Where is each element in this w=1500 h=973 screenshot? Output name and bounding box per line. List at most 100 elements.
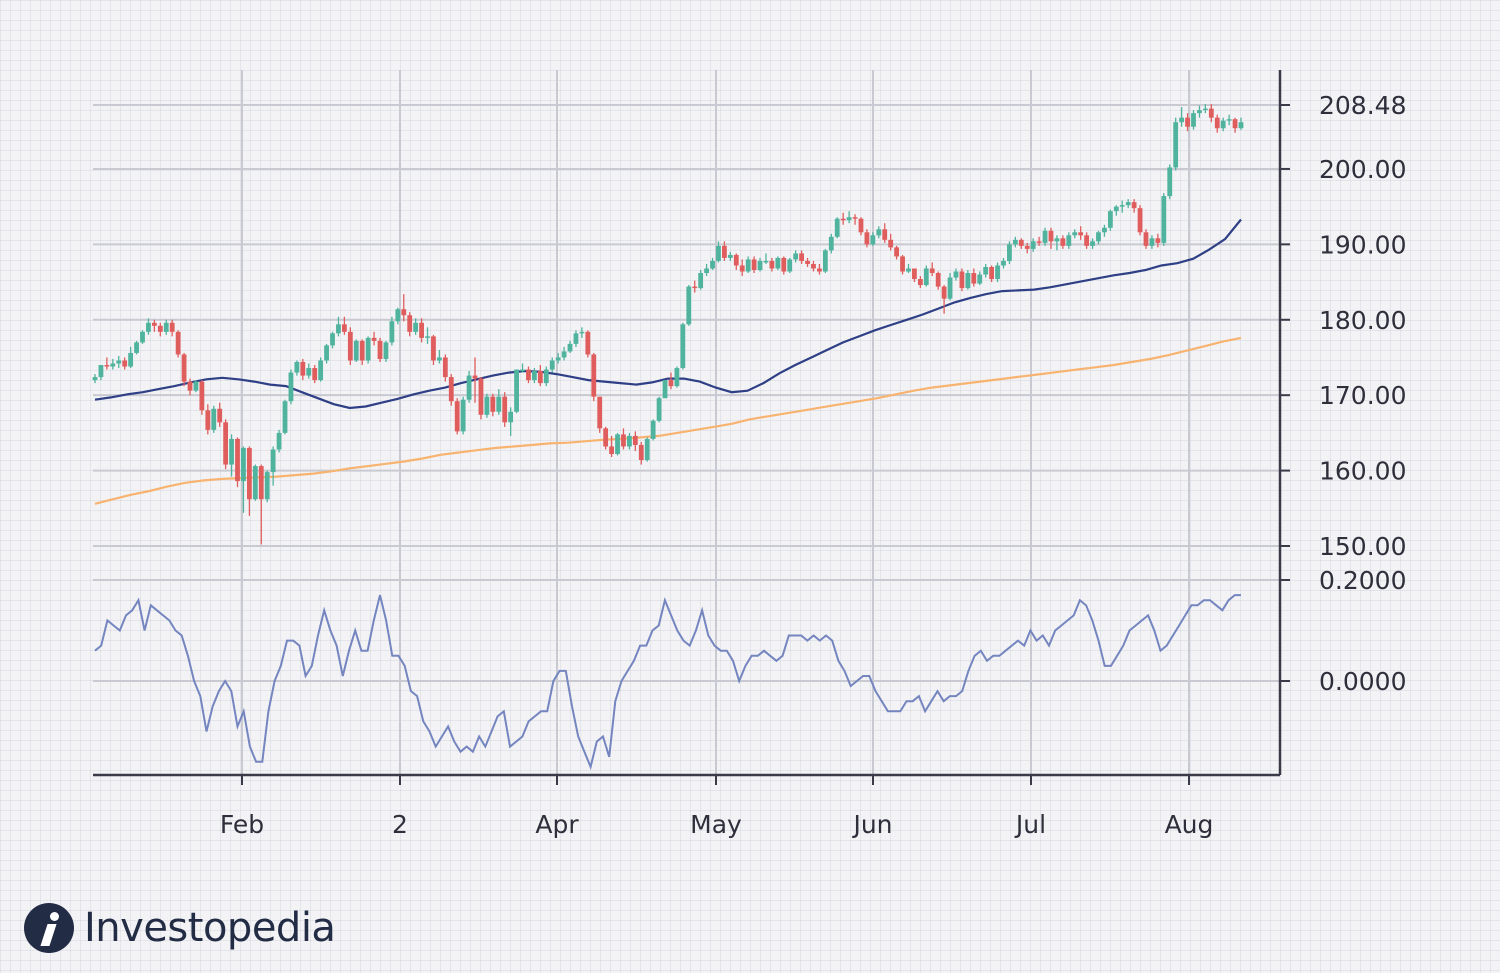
x-tick-label: May [690, 810, 742, 839]
candle-body [573, 333, 579, 344]
candle [1143, 229, 1149, 249]
candle [769, 257, 775, 272]
candle-body [169, 322, 175, 332]
candle [627, 432, 632, 450]
candle-body [906, 268, 911, 272]
candle [549, 357, 555, 373]
candle [638, 441, 644, 465]
candle [704, 263, 709, 277]
candle [1119, 200, 1125, 213]
candle [1066, 232, 1072, 249]
candle-body [876, 229, 882, 236]
candle-body [817, 268, 822, 272]
candle-body [615, 434, 620, 454]
candle [698, 269, 704, 290]
candle-body [1149, 238, 1155, 246]
candle-body [977, 274, 983, 284]
candle [995, 262, 1000, 283]
candle-body [1007, 244, 1012, 261]
candle-body [1030, 241, 1036, 249]
candle-body [632, 435, 638, 445]
candle-body [466, 375, 472, 400]
candle-body [1226, 119, 1232, 121]
candle [454, 398, 460, 435]
y-tick-label: 170.00 [1319, 381, 1406, 410]
candle-body [751, 259, 757, 270]
candle-body [674, 368, 680, 387]
candle [989, 265, 995, 283]
candle [128, 346, 134, 369]
candle-body [799, 253, 805, 261]
candle-body [959, 271, 965, 289]
candle [1185, 113, 1190, 132]
candle [1078, 226, 1084, 240]
candle-body [134, 342, 139, 353]
candle [692, 280, 698, 293]
short-moving-average-line [94, 218, 1242, 410]
candle [615, 432, 620, 456]
candle-body [223, 422, 229, 465]
candle-body [336, 324, 341, 334]
candle-body [561, 351, 567, 358]
candle [175, 330, 181, 358]
candle-body [1214, 117, 1220, 129]
candle-body [531, 371, 537, 381]
candle [763, 253, 769, 264]
candle-body [1208, 108, 1214, 118]
candle [520, 363, 525, 373]
y-tick-label: 150.00 [1319, 532, 1406, 561]
candle [965, 269, 971, 290]
candle [294, 360, 300, 376]
investopedia-logo[interactable]: Investopedia [24, 896, 336, 960]
candle [169, 319, 175, 337]
candle [288, 369, 294, 405]
candle [822, 248, 828, 274]
y-tick-label: 0.2000 [1319, 566, 1406, 595]
candle-body [698, 273, 704, 289]
candle-body [852, 217, 858, 219]
candle-body [1084, 235, 1090, 246]
candle [502, 392, 508, 427]
candle [1232, 117, 1238, 133]
candle [163, 319, 169, 335]
candle-body [722, 245, 727, 258]
candle-body [1232, 119, 1238, 129]
candle [531, 368, 537, 384]
candle [199, 380, 205, 415]
candle [739, 259, 745, 277]
candle-body [1131, 202, 1137, 209]
candle [193, 380, 199, 393]
candle [686, 285, 692, 326]
candle-body [211, 408, 217, 430]
candle [436, 349, 442, 364]
candle [341, 316, 347, 335]
candle [1018, 238, 1024, 249]
candle-body [650, 420, 656, 439]
candle-body [1167, 167, 1173, 197]
candle-body [739, 265, 745, 272]
candle-body [1012, 239, 1018, 245]
candle [496, 389, 502, 415]
candle-body [621, 434, 626, 447]
candle-body [1220, 120, 1226, 129]
candle-body [258, 466, 264, 500]
candle [92, 374, 98, 384]
candle-body [330, 333, 335, 346]
candle [395, 307, 401, 325]
chart-axes [93, 70, 1290, 785]
candle-body [805, 260, 810, 264]
candle-body [858, 218, 864, 233]
candle-body [1125, 202, 1131, 206]
candle-body [638, 444, 644, 461]
candle-body [965, 273, 971, 289]
candle-body [644, 438, 650, 461]
candle-body [347, 331, 353, 361]
candle-body [1096, 232, 1101, 242]
candle [632, 431, 638, 451]
candle-body [241, 447, 246, 482]
candle [858, 217, 864, 236]
candle [383, 340, 389, 362]
y-tick-label: 200.00 [1319, 155, 1406, 184]
x-tick-label: Feb [220, 810, 264, 839]
candle-body [1185, 117, 1190, 127]
